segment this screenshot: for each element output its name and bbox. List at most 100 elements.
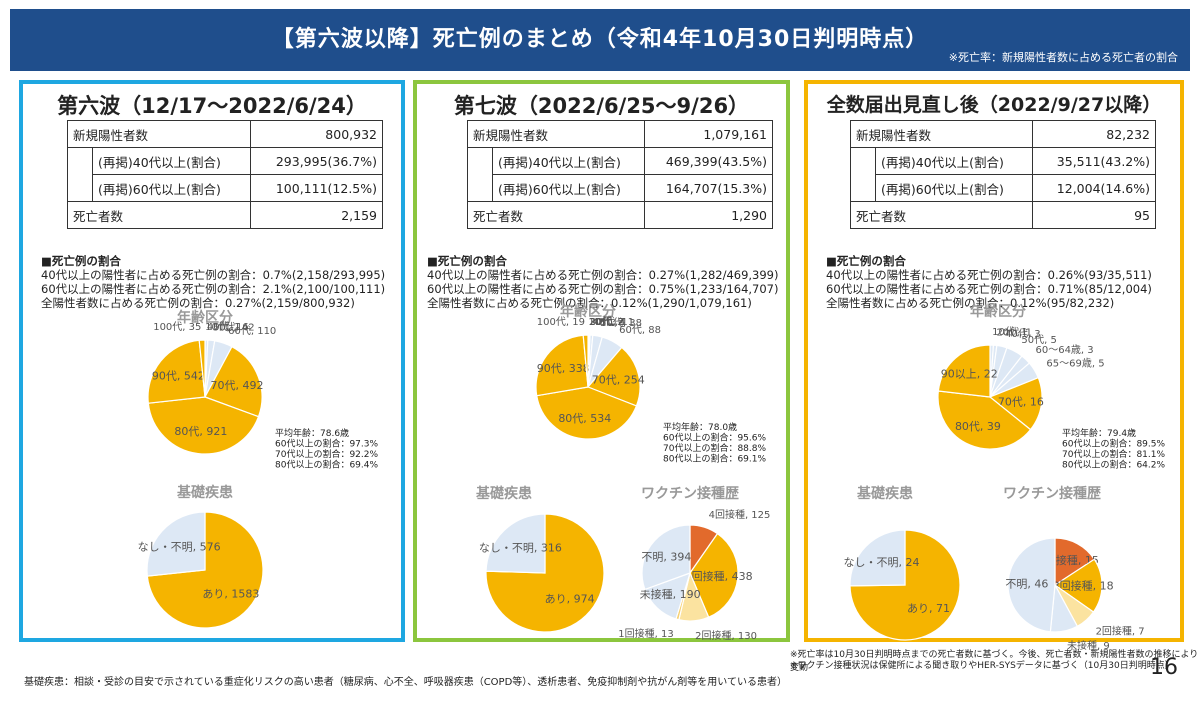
chart-title: 基礎疾患 bbox=[177, 484, 233, 501]
pie-slice bbox=[849, 529, 906, 587]
row-60-value: 100,111(12.5%) bbox=[249, 174, 384, 202]
avg-stat: 60代以上の割合：97.3% bbox=[275, 438, 378, 450]
row-death-label: 死亡者数 bbox=[466, 201, 646, 229]
ratio-line: 全陽性者数に占める死亡例の割合：0.12%(1,290/1,079,161) bbox=[427, 296, 752, 310]
avg-stat: 80代以上の割合：69.1% bbox=[663, 453, 766, 465]
avg-stat: 60代以上の割合：95.6% bbox=[663, 432, 766, 444]
slice-label: 3回接種, 18 bbox=[1053, 578, 1114, 592]
note-death-rate: ※死亡率は10月30日判明時点までの死亡者数に基づく。今後、死亡者数・新規陽性者… bbox=[790, 650, 1199, 673]
ratio-heading: ■死亡例の割合 bbox=[427, 254, 507, 268]
panel-title: 全数届出見直し後（2022/9/27以降） bbox=[826, 94, 1162, 116]
slice-label: 90代, 542 bbox=[152, 369, 205, 382]
slice-label: 40代, 11 bbox=[592, 316, 634, 328]
slice-label: 70代, 16 bbox=[998, 396, 1044, 409]
pie-slice bbox=[146, 511, 206, 577]
pie-slice bbox=[198, 339, 206, 398]
ratio-line: 60代以上の陽性者に占める死亡例の割合：2.1%(2,100/100,111) bbox=[41, 282, 386, 296]
slice-label: 80代, 921 bbox=[174, 425, 227, 438]
slice-label: 30代, 4 bbox=[590, 316, 625, 328]
note-vaccine: ※ワクチン接種状況は保健所による聞き取りやHER-SYSデータに基づく（10月3… bbox=[790, 661, 1174, 671]
avg-stat: 平均年齢：79.4歳 bbox=[1062, 427, 1136, 439]
slice-label: 80代, 39 bbox=[955, 420, 1001, 433]
pie-slice bbox=[485, 513, 605, 633]
stats-table: 新規陽性者数 82,232 (再掲)40代以上(割合) 35,511(43.2%) … bbox=[849, 120, 1156, 229]
pie-slice bbox=[937, 344, 991, 398]
row-new-value: 800,932 bbox=[249, 120, 384, 148]
panel-title: 第六波（12/17〜2022/6/24） bbox=[57, 94, 367, 118]
pie-slice bbox=[536, 386, 638, 440]
slice-label: 10代, 1 bbox=[205, 321, 240, 333]
slice-label: 65〜69歳, 5 bbox=[1046, 358, 1104, 370]
pie-slice bbox=[988, 376, 1043, 431]
chart-title: ワクチン接種歴 bbox=[1003, 485, 1101, 502]
slice-label: あり, 1583 bbox=[202, 587, 259, 600]
row-40-label: (再掲)40代以上(割合) bbox=[491, 147, 646, 175]
slice-label: 100代, 35 bbox=[153, 321, 201, 333]
pie-slice bbox=[485, 513, 546, 574]
ratio-heading: ■死亡例の割合 bbox=[826, 254, 906, 268]
page-number: 16 bbox=[1150, 655, 1178, 680]
slice-label: 20代, 1 bbox=[997, 326, 1032, 338]
slice-label: あり, 71 bbox=[907, 602, 950, 615]
ratio-block: ■死亡例の割合 40代以上の陽性者に占める死亡例の割合：0.7%(2,158/2… bbox=[41, 254, 385, 310]
avg-stat: 70代以上の割合：92.2% bbox=[275, 448, 378, 460]
slice-label: 4回接種, 125 bbox=[709, 508, 771, 521]
slice-label: 1回接種, 13 bbox=[618, 627, 673, 640]
ratio-line: 40代以上の陽性者に占める死亡例の割合：0.7%(2,158/293,995) bbox=[41, 268, 386, 282]
avg-stat: 70代以上の割合：88.8% bbox=[663, 442, 766, 454]
slice-label: 不明, 46 bbox=[1005, 578, 1048, 591]
slice-label: 70代, 492 bbox=[210, 379, 263, 392]
chart-title: ワクチン接種歴 bbox=[641, 485, 739, 502]
slice-label: 70代, 254 bbox=[592, 373, 645, 386]
ratio-line: 全陽性者数に占める死亡例の割合：0.27%(2,159/800,932) bbox=[41, 296, 355, 310]
ratio-line: 40代以上の陽性者に占める死亡例の割合：0.27%(1,282/469,399) bbox=[427, 268, 779, 282]
slice-label: 60〜64歳, 3 bbox=[1035, 344, 1093, 356]
row-death-value: 1,290 bbox=[644, 201, 773, 229]
chart-title: 年齢区分 bbox=[970, 303, 1026, 320]
panel-title: 第七波（2022/6/25〜9/26） bbox=[453, 94, 750, 118]
pie-slice bbox=[641, 524, 691, 591]
slice-label: 2回接種, 7 bbox=[1096, 625, 1145, 638]
avg-stat: 70代以上の割合：81.1% bbox=[1062, 448, 1165, 460]
ratio-line: 60代以上の陽性者に占める死亡例の割合：0.71%(85/12,004) bbox=[826, 282, 1152, 296]
slice-label: 50代, 5 bbox=[1021, 334, 1056, 346]
chart-title: 基礎疾患 bbox=[476, 485, 532, 502]
row-new-label: 新規陽性者数 bbox=[849, 120, 1034, 148]
row-death-value: 2,159 bbox=[249, 201, 384, 229]
avg-stat: 平均年齢：78.6歳 bbox=[275, 427, 349, 439]
slice-label: 50代, 42 bbox=[213, 321, 255, 333]
panel-recent: 全数届出見直し後（2022/9/27以降） 新規陽性者数 82,232 (再掲)4… bbox=[804, 80, 1184, 642]
footnote: 基礎疾患：相談・受診の目安で示されている重症化リスクの高い患者（糖尿病、心不全、… bbox=[24, 677, 787, 688]
row-death-label: 死亡者数 bbox=[67, 201, 251, 229]
ratio-line: 40代以上の陽性者に占める死亡例の割合：0.26%(93/35,511) bbox=[826, 268, 1152, 282]
avg-stat: 80代以上の割合：69.4% bbox=[275, 459, 378, 471]
pie-slice bbox=[582, 334, 589, 388]
slice-label: 未接種, 190 bbox=[640, 587, 701, 601]
chart-title: 年齢区分 bbox=[560, 303, 616, 320]
pie-slice bbox=[1053, 558, 1103, 613]
avg-stat: 平均年齢：78.0歳 bbox=[663, 421, 737, 433]
row-death-label: 死亡者数 bbox=[849, 201, 1034, 229]
pie-slice bbox=[1054, 537, 1096, 587]
slice-label: 50代, 38 bbox=[600, 317, 642, 329]
slice-label: 40代, 3 bbox=[1005, 328, 1040, 340]
slice-label: 未接種, 9 bbox=[1067, 639, 1110, 652]
slice-label: あり, 974 bbox=[545, 592, 595, 605]
row-40-value: 469,399(43.5%) bbox=[644, 147, 773, 175]
stats-table: 新規陽性者数 1,079,161 (再掲)40代以上(割合) 469,399(43.… bbox=[466, 120, 773, 229]
slice-label: 10代, 1 bbox=[992, 326, 1027, 338]
pie-slice bbox=[147, 339, 206, 404]
pie-slice bbox=[586, 346, 641, 407]
slice-label: 2回接種, 130 bbox=[695, 629, 757, 642]
stats-table: 新規陽性者数 800,932 (再掲)40代以上(割合) 293,995(36.7%… bbox=[67, 120, 384, 229]
row-death-value: 95 bbox=[1032, 201, 1156, 229]
ratio-block: ■死亡例の割合 40代以上の陽性者に占める死亡例の割合：0.27%(1,282/… bbox=[427, 254, 779, 310]
row-60-value: 12,004(14.6%) bbox=[1032, 174, 1156, 202]
row-40-value: 35,511(43.2%) bbox=[1032, 147, 1156, 175]
slice-label: 100代, 19 bbox=[537, 316, 585, 328]
slice-label: 10代, 2 bbox=[588, 316, 623, 328]
chart-title: 基礎疾患 bbox=[857, 485, 913, 502]
slice-label: 3回接種, 438 bbox=[685, 569, 753, 583]
pie-slice bbox=[204, 345, 263, 418]
avg-stat: 80代以上の割合：64.2% bbox=[1062, 459, 1165, 471]
